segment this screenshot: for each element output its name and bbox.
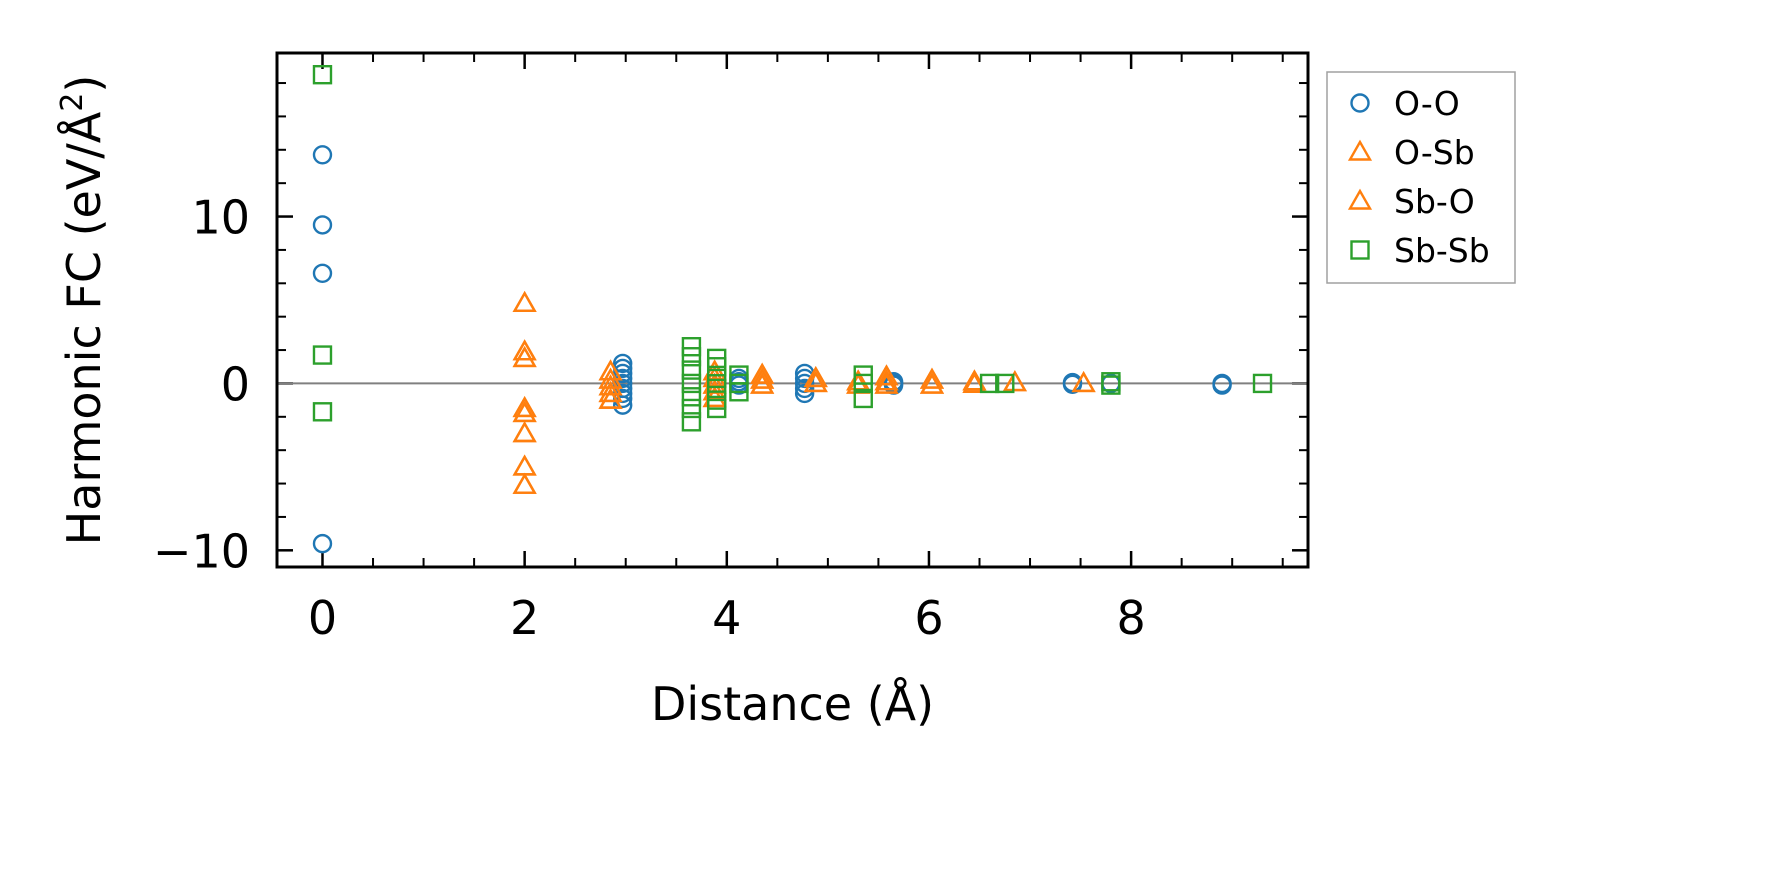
data-point-o-o xyxy=(1062,374,1083,394)
data-point-sb-o xyxy=(919,372,945,394)
data-point-o-o xyxy=(612,353,633,374)
data-point-sb-o xyxy=(962,371,987,393)
data-point-sb-o xyxy=(598,374,623,396)
x-tick-label: 2 xyxy=(510,591,539,645)
data-point-sb-sb xyxy=(853,373,873,394)
y-axis-label: Harmonic FC (eV/Å2) xyxy=(55,75,111,546)
data-point-o-o xyxy=(1212,375,1232,395)
data-point-sb-sb xyxy=(681,360,702,380)
legend-label-o-o: O-O xyxy=(1394,84,1460,123)
data-point-sb-o xyxy=(750,367,775,389)
data-point-sb-o xyxy=(919,367,945,389)
legend-marker-o-o xyxy=(1350,93,1370,113)
legend-label-sb-o: Sb-O xyxy=(1394,182,1475,221)
data-point-sb-sb xyxy=(681,347,702,367)
legend: O-O O-Sb Sb-O Sb-Sb xyxy=(1326,71,1516,284)
data-point-o-o xyxy=(794,383,815,404)
data-point-sb-sb xyxy=(312,345,333,365)
x-tick-label: 6 xyxy=(914,591,943,645)
data-point-sb-sb xyxy=(1252,373,1273,394)
data-point-o-o xyxy=(612,363,633,384)
data-point-sb-o xyxy=(874,372,899,394)
data-point-o-sb xyxy=(512,345,537,368)
data-point-sb-o xyxy=(750,362,775,384)
data-point-sb-sb xyxy=(1101,375,1121,395)
tick-labels: 0 2 4 6 8 −10 0 10 xyxy=(153,191,1146,645)
legend-label-sb-sb: Sb-Sb xyxy=(1394,231,1490,270)
data-point-sb-o xyxy=(874,364,899,386)
x-axis-label: Distance (Å) xyxy=(651,677,934,731)
data-point-o-sb xyxy=(512,454,537,476)
data-point-o-sb xyxy=(512,290,537,313)
data-point-sb-o xyxy=(512,421,537,443)
minor-ticks xyxy=(277,53,1308,567)
series-o-o xyxy=(312,145,1232,554)
data-point-sb-o xyxy=(874,369,899,391)
data-point-o-o xyxy=(794,378,815,399)
data-point-sb-o xyxy=(512,345,537,368)
data-point-sb-sb xyxy=(706,357,727,377)
legend-marker-o-sb xyxy=(1347,139,1373,161)
y-tick-label: −10 xyxy=(153,524,250,578)
y-axis-label-main: Harmonic FC (eV/Å xyxy=(57,111,111,545)
x-tick-label: 4 xyxy=(712,591,741,645)
data-point-sb-sb xyxy=(995,373,1015,394)
data-point-sb-o xyxy=(512,472,537,494)
data-point-sb-o xyxy=(598,359,623,381)
legend-frame xyxy=(1326,71,1516,284)
data-point-sb-o xyxy=(598,387,623,409)
data-point-sb-sb xyxy=(853,388,873,409)
data-point-sb-sb xyxy=(706,378,727,399)
data-point-sb-o xyxy=(1002,370,1027,392)
data-point-o-o xyxy=(312,145,333,165)
legend-marker-sb-sb xyxy=(1350,240,1370,260)
data-point-sb-o xyxy=(1071,371,1096,393)
data-point-sb-o xyxy=(512,454,537,476)
data-point-sb-o xyxy=(598,367,623,389)
series-sb-sb xyxy=(312,64,1273,432)
data-point-sb-sb xyxy=(681,373,702,394)
data-point-sb-sb xyxy=(312,64,333,85)
data-point-sb-o xyxy=(512,401,537,423)
data-point-sb-sb xyxy=(729,382,749,402)
data-point-sb-sb xyxy=(681,387,702,407)
major-ticks xyxy=(277,53,1308,567)
data-point-sb-o xyxy=(512,290,537,313)
data-point-sb-sb xyxy=(681,337,702,357)
data-point-o-o xyxy=(312,533,333,554)
data-point-o-sb xyxy=(512,421,537,443)
y-tick-label: 10 xyxy=(191,191,250,245)
data-point-sb-sb xyxy=(312,402,333,422)
plot-frame xyxy=(275,51,1310,569)
x-tick-label: 8 xyxy=(1116,591,1145,645)
data-point-sb-o xyxy=(803,366,828,388)
data-point-sb-o xyxy=(512,396,537,418)
y-axis-label-tail: ) xyxy=(57,75,111,93)
legend-marker-sb-o xyxy=(1347,188,1373,210)
y-tick-label: 0 xyxy=(221,357,250,411)
data-point-sb-o xyxy=(962,369,987,391)
data-point-sb-o xyxy=(598,381,623,403)
y-axis-label-superscript: 2 xyxy=(55,93,90,112)
x-tick-label: 0 xyxy=(308,591,337,645)
data-point-sb-sb xyxy=(979,373,1000,394)
points-layer xyxy=(312,64,1273,554)
data-point-o-o xyxy=(612,395,633,415)
data-point-o-o xyxy=(312,263,333,283)
data-point-sb-sb xyxy=(706,368,727,389)
data-point-sb-sb xyxy=(681,412,702,432)
data-point-sb-sb xyxy=(706,398,727,419)
data-point-o-sb xyxy=(512,472,537,494)
data-point-sb-o xyxy=(803,371,828,393)
legend-label-o-sb: O-Sb xyxy=(1394,133,1475,172)
data-point-sb-o xyxy=(750,372,775,394)
data-point-o-o xyxy=(312,215,333,235)
data-point-sb-sb xyxy=(681,398,702,419)
data-point-sb-o xyxy=(512,339,537,361)
